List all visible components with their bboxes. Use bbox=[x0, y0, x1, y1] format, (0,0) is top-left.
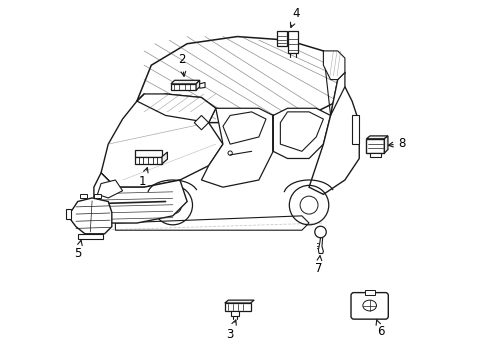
Text: 1: 1 bbox=[138, 168, 148, 188]
Text: 2: 2 bbox=[178, 53, 185, 76]
Polygon shape bbox=[366, 136, 387, 139]
Polygon shape bbox=[94, 173, 187, 223]
Polygon shape bbox=[276, 31, 286, 45]
Polygon shape bbox=[351, 116, 359, 144]
Polygon shape bbox=[162, 152, 167, 164]
Text: 5: 5 bbox=[74, 240, 82, 260]
Polygon shape bbox=[194, 116, 208, 130]
Polygon shape bbox=[286, 37, 287, 44]
Polygon shape bbox=[323, 51, 344, 80]
Polygon shape bbox=[137, 37, 344, 123]
Polygon shape bbox=[330, 72, 344, 116]
Polygon shape bbox=[224, 300, 254, 303]
Polygon shape bbox=[66, 209, 70, 220]
Polygon shape bbox=[318, 238, 323, 253]
Polygon shape bbox=[308, 80, 359, 194]
Polygon shape bbox=[196, 80, 199, 90]
FancyBboxPatch shape bbox=[350, 293, 387, 319]
Polygon shape bbox=[287, 31, 298, 53]
Polygon shape bbox=[224, 303, 250, 311]
Text: 4: 4 bbox=[290, 7, 300, 27]
Polygon shape bbox=[94, 194, 101, 198]
Polygon shape bbox=[280, 112, 323, 151]
Polygon shape bbox=[171, 80, 199, 84]
Polygon shape bbox=[199, 82, 204, 88]
Polygon shape bbox=[101, 94, 223, 187]
Text: 3: 3 bbox=[226, 320, 236, 341]
Polygon shape bbox=[135, 149, 162, 157]
Text: 8: 8 bbox=[387, 137, 405, 150]
Polygon shape bbox=[364, 291, 374, 296]
Polygon shape bbox=[78, 234, 102, 239]
Polygon shape bbox=[171, 84, 196, 90]
Text: 7: 7 bbox=[314, 256, 322, 275]
Polygon shape bbox=[369, 153, 380, 157]
Polygon shape bbox=[201, 108, 273, 187]
Polygon shape bbox=[70, 198, 112, 234]
Polygon shape bbox=[384, 136, 387, 153]
Polygon shape bbox=[273, 108, 330, 158]
Text: 6: 6 bbox=[375, 319, 384, 338]
Polygon shape bbox=[135, 157, 162, 164]
Polygon shape bbox=[366, 139, 384, 153]
Polygon shape bbox=[223, 112, 265, 144]
Polygon shape bbox=[231, 311, 239, 316]
Ellipse shape bbox=[362, 300, 376, 311]
Polygon shape bbox=[80, 194, 86, 198]
Polygon shape bbox=[115, 216, 308, 230]
Polygon shape bbox=[97, 180, 122, 198]
Polygon shape bbox=[137, 94, 215, 123]
